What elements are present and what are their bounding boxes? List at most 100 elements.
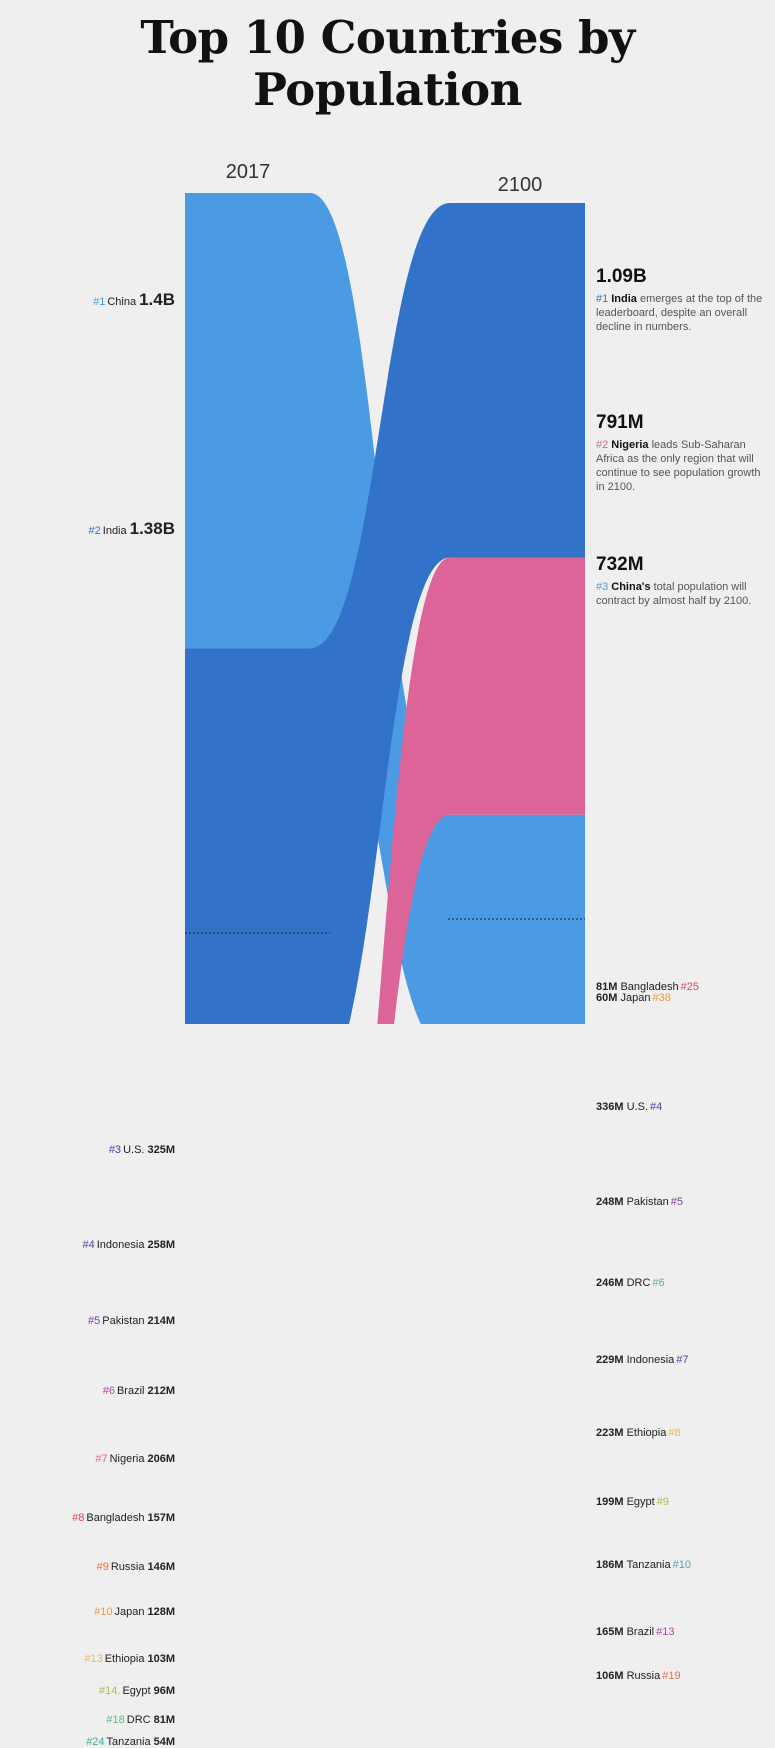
left-label-russia: #9 Russia 146M <box>97 1561 175 1573</box>
rank-label: #8 <box>72 1511 85 1524</box>
rank-label: #18 <box>106 1714 125 1727</box>
population-value: 246M <box>596 1276 627 1289</box>
callout-2: 791M #2 Nigeria leads Sub-Saharan Africa a… <box>596 412 766 494</box>
population-value: 229M <box>596 1353 627 1366</box>
chart-title: Top 10 Countries by Population <box>140 11 635 116</box>
flow-nigeria <box>377 557 585 1024</box>
callout-value: 791M <box>596 412 644 433</box>
callout-rank: #1 <box>596 293 609 305</box>
country-name: U.S. <box>123 1143 145 1156</box>
population-value: 214M <box>147 1315 175 1328</box>
right-label-japan: 60M Japan #38 <box>596 992 671 1004</box>
left-label-japan: #10 Japan 128M <box>94 1606 175 1618</box>
callout-text: total population will contract by almost… <box>596 581 752 607</box>
rank-label: #10 <box>672 1558 691 1571</box>
country-name: Nigeria <box>109 1452 145 1465</box>
population-value: 1.38B <box>129 519 175 538</box>
callout-rank: #2 <box>596 439 609 451</box>
country-name: Russia <box>110 1560 145 1573</box>
population-value: 248M <box>596 1196 627 1209</box>
country-name: Indonesia <box>626 1353 675 1366</box>
rank-label: #38 <box>652 992 671 1004</box>
rank-label: #5 <box>670 1196 684 1209</box>
population-value: 223M <box>596 1427 627 1440</box>
country-name: Pakistan <box>626 1196 669 1209</box>
left-label-ethiopia: #13 Ethiopia 103M <box>84 1653 175 1665</box>
population-value: 103M <box>147 1653 175 1666</box>
population-value: 186M <box>596 1558 627 1571</box>
right-label-indonesia: 229M Indonesia #7 <box>596 1354 689 1366</box>
country-name: Egypt <box>122 1685 151 1698</box>
population-value: 146M <box>147 1560 175 1573</box>
rank-label: #13 <box>656 1625 675 1638</box>
population-value: 106M <box>596 1669 627 1682</box>
population-value: 325M <box>147 1143 175 1156</box>
country-name: Russia <box>626 1669 661 1682</box>
country-name: Ethiopia <box>104 1653 145 1666</box>
population-value: 206M <box>147 1452 175 1465</box>
country-name: Brazil <box>626 1625 655 1638</box>
rank-label: #4 <box>82 1238 95 1251</box>
callout-rank: #3 <box>596 581 609 593</box>
right-label-pakistan: 248M Pakistan #5 <box>596 1196 683 1208</box>
country-name: Brazil <box>116 1384 145 1397</box>
rank-label: #7 <box>95 1452 108 1465</box>
left-label-nigeria: #7 Nigeria 206M <box>95 1453 175 1465</box>
callout-text: emerges at the top of the leaderboard, d… <box>596 293 763 333</box>
population-value: 1.4B <box>139 290 175 309</box>
country-name: Tanzania <box>626 1558 671 1571</box>
right-label-tanzania: 186M Tanzania #10 <box>596 1559 691 1571</box>
country-name: DRC <box>626 1276 651 1289</box>
left-label-indonesia: #4 Indonesia 258M <box>83 1239 176 1251</box>
right-label-drc: 246M DRC #6 <box>596 1277 665 1289</box>
country-name: Japan <box>620 992 651 1004</box>
country-name: Japan <box>114 1605 145 1618</box>
flow-india <box>185 203 585 1024</box>
population-value: 199M <box>596 1496 627 1508</box>
rank-label: #6 <box>652 1276 665 1289</box>
country-name: China <box>107 296 137 308</box>
population-value: 165M <box>596 1625 627 1638</box>
callout-value: 732M <box>596 554 644 575</box>
population-value: 60M <box>596 992 621 1004</box>
left-label-brazil: #6 Brazil 212M <box>103 1385 175 1397</box>
population-value: 258M <box>147 1238 175 1251</box>
rank-label: #2 <box>88 525 101 537</box>
left-label-india: #2 India 1.38B <box>88 520 175 537</box>
left-label-drc: #18 DRC 81M <box>106 1714 175 1726</box>
population-value: 212M <box>147 1384 175 1397</box>
rank-label: #7 <box>676 1353 689 1366</box>
rank-label: #3 <box>108 1143 122 1156</box>
rank-label: #19 <box>662 1669 681 1682</box>
callout-value: 1.09B <box>596 266 647 287</box>
country-name: Bangladesh <box>86 1511 145 1524</box>
rank-label: #4 <box>649 1101 663 1114</box>
callout-3: 732M #3 China's total population will cont… <box>596 554 766 608</box>
callout-1: 1.09B #1 India emerges at the top of the l… <box>596 266 766 334</box>
country-name: Ethiopia <box>626 1427 667 1440</box>
country-name: DRC <box>126 1714 151 1727</box>
rank-label: #25 <box>680 981 699 993</box>
callout-country: China's <box>611 581 651 593</box>
left-label-us: #3 U.S. 325M <box>109 1144 175 1156</box>
left-label-bangladesh: #8 Bangladesh 157M <box>72 1512 175 1524</box>
country-name: Pakistan <box>102 1315 145 1328</box>
right-label-ethiopia: 223M Ethiopia #8 <box>596 1427 681 1439</box>
left-label-tanzania: #24 Tanzania 54M <box>86 1736 175 1748</box>
country-name: Egypt <box>626 1496 655 1508</box>
year-label-2017: 2017 <box>225 161 271 183</box>
left-label-egypt: #14. Egypt 96M <box>99 1685 175 1697</box>
population-value: 54M <box>153 1736 175 1748</box>
population-value: 336M <box>596 1101 627 1114</box>
right-label-brazil: 165M Brazil #13 <box>596 1626 674 1638</box>
rank-label: #9 <box>96 1560 109 1573</box>
right-label-russia: 106M Russia #19 <box>596 1670 681 1682</box>
rank-label: #5 <box>88 1315 101 1328</box>
year-label-2100: 2100 <box>497 174 543 196</box>
left-label-china: #1 China 1.4B <box>93 291 175 308</box>
rank-label: #1 <box>93 296 106 308</box>
population-value: 96M <box>153 1685 175 1698</box>
rank-label: #14. <box>99 1685 121 1698</box>
rank-label: #13 <box>84 1653 103 1666</box>
rank-label: #6 <box>102 1384 115 1397</box>
